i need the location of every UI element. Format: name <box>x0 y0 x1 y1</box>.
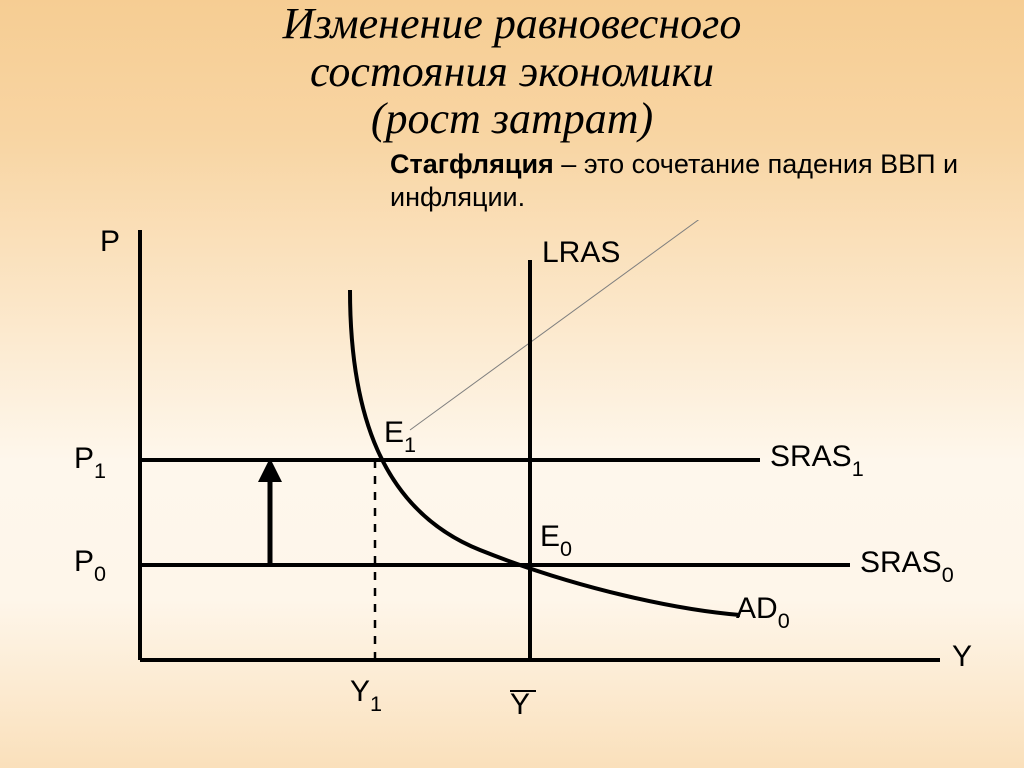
title-line-1: Изменение равновесного <box>283 0 742 48</box>
label-AD0: AD0 <box>736 592 790 631</box>
diagram-svg <box>40 220 980 740</box>
label-SRAS1: SRAS1 <box>770 440 864 479</box>
label-E1: E1 <box>384 416 416 455</box>
label-P1: P1 <box>74 442 106 481</box>
diagram: P P1 P0 Y Y1 Y LRAS SRAS1 SRAS0 AD0 E1 E… <box>40 220 980 740</box>
title-line-3: (рост затрат) <box>371 94 653 143</box>
label-Y1: Y1 <box>350 675 382 714</box>
slide-title: Изменение равновесного состояния экономи… <box>0 0 1024 143</box>
definition-term: Стагфляция <box>390 149 554 179</box>
label-SRAS0: SRAS0 <box>860 546 954 585</box>
definition-text: Стагфляция – это сочетание падения ВВП и… <box>390 148 960 214</box>
slide-root: Изменение равновесного состояния экономи… <box>0 0 1024 768</box>
label-LRAS: LRAS <box>542 236 620 270</box>
label-Y: Y <box>952 640 972 674</box>
label-P0: P0 <box>74 545 106 584</box>
title-line-2: состояния экономики <box>310 47 714 96</box>
label-P: P <box>100 225 120 259</box>
label-E0: E0 <box>540 520 572 559</box>
label-Ybar: Y <box>510 690 536 722</box>
